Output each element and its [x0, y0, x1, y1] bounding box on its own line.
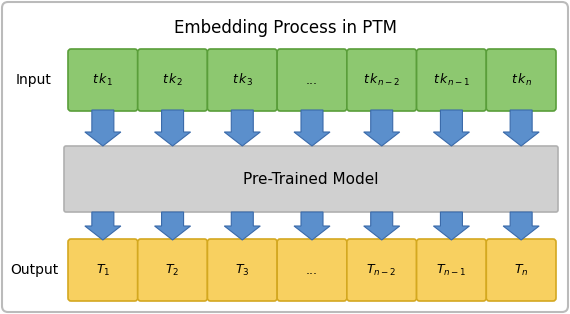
Text: $T_{n-2}$: $T_{n-2}$: [367, 263, 397, 278]
Text: $t\,k_n$: $t\,k_n$: [511, 72, 532, 88]
Text: Embedding Process in PTM: Embedding Process in PTM: [173, 19, 397, 37]
FancyBboxPatch shape: [486, 49, 556, 111]
Polygon shape: [503, 212, 539, 240]
FancyBboxPatch shape: [277, 239, 347, 301]
Polygon shape: [433, 110, 470, 146]
Text: Input: Input: [16, 73, 52, 87]
FancyBboxPatch shape: [68, 239, 138, 301]
FancyBboxPatch shape: [207, 49, 277, 111]
Text: ...: ...: [306, 263, 318, 277]
FancyBboxPatch shape: [138, 49, 207, 111]
Polygon shape: [154, 212, 190, 240]
FancyBboxPatch shape: [207, 239, 277, 301]
FancyBboxPatch shape: [347, 49, 417, 111]
Polygon shape: [294, 212, 330, 240]
Polygon shape: [364, 110, 400, 146]
Polygon shape: [433, 212, 470, 240]
FancyBboxPatch shape: [417, 49, 486, 111]
FancyBboxPatch shape: [417, 239, 486, 301]
Polygon shape: [224, 212, 260, 240]
Text: $t\,k_{n-1}$: $t\,k_{n-1}$: [433, 72, 470, 88]
FancyBboxPatch shape: [138, 239, 207, 301]
Text: ...: ...: [306, 73, 318, 86]
FancyBboxPatch shape: [68, 49, 138, 111]
Text: $t\,k_3$: $t\,k_3$: [232, 72, 253, 88]
Text: Output: Output: [10, 263, 58, 277]
FancyBboxPatch shape: [347, 239, 417, 301]
Text: $T_n$: $T_n$: [514, 263, 528, 278]
FancyBboxPatch shape: [64, 146, 558, 212]
Text: $T_2$: $T_2$: [165, 263, 180, 278]
Text: $t\,k_{n-2}$: $t\,k_{n-2}$: [363, 72, 400, 88]
Polygon shape: [85, 212, 121, 240]
Text: Pre-Trained Model: Pre-Trained Model: [243, 171, 378, 187]
Polygon shape: [154, 110, 190, 146]
FancyBboxPatch shape: [277, 49, 347, 111]
Text: $T_3$: $T_3$: [235, 263, 250, 278]
Polygon shape: [364, 212, 400, 240]
Text: $t\,k_1$: $t\,k_1$: [92, 72, 113, 88]
Polygon shape: [294, 110, 330, 146]
FancyBboxPatch shape: [486, 239, 556, 301]
Polygon shape: [85, 110, 121, 146]
Text: $T_1$: $T_1$: [96, 263, 110, 278]
Text: $T_{n-1}$: $T_{n-1}$: [436, 263, 467, 278]
Polygon shape: [224, 110, 260, 146]
Polygon shape: [503, 110, 539, 146]
Text: $t\,k_2$: $t\,k_2$: [162, 72, 183, 88]
